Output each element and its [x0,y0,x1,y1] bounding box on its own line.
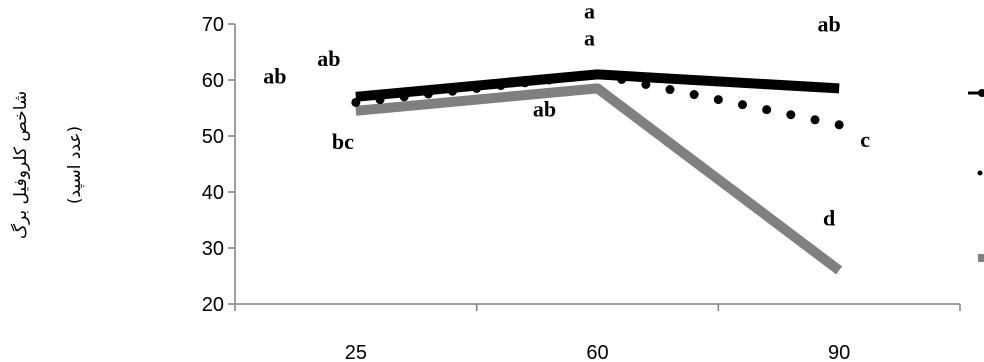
y-tick-label: 30 [202,238,224,260]
series-dotted-point [834,120,844,130]
series-dotted [351,69,844,130]
series-dotted-point [786,110,796,120]
legend-key-dotted [977,170,983,176]
significance-label: a [584,25,595,50]
series-dotted-point [762,105,772,115]
series-dotted-point [399,92,409,102]
significance-label: d [823,205,835,230]
legend [968,89,984,262]
significance-label: c [860,127,870,152]
y-tick-label: 20 [202,294,224,316]
y-axis-title: شاخص کلروفیل برگ (عدد اسپد) [10,91,85,239]
series-dotted-point [520,78,530,88]
series-dotted-point [689,90,699,100]
significance-label: ab [818,11,841,36]
x-tick-label: 60 [586,342,608,362]
y-tick-label: 60 [202,70,224,92]
significance-label: a [584,0,595,23]
y-tick-label: 40 [202,182,224,204]
series-dotted-point [665,85,675,95]
series-dotted-point [496,81,506,91]
series-dotted-point [448,86,457,96]
series-dotted-point [738,100,747,110]
y-axis-label-line-1: شاخص کلروفیل برگ [10,91,31,239]
series-dotted-point [472,83,482,93]
axes: 20 30 40 50 60 70 25 60 90 [202,14,961,362]
significance-label: ab [263,63,286,88]
x-tick-label: 25 [345,342,367,362]
significance-label: ab [317,46,340,71]
series-dotted-point [810,115,820,125]
significance-labels: ab a ab ab a c bc ab d [263,0,870,230]
x-tick-label: 90 [828,342,850,362]
y-tick-label: 50 [202,126,224,148]
series-dotted-point [641,79,651,89]
series-dotted-point [351,97,361,107]
series-layer [351,69,844,275]
series-dotted-point [375,95,385,105]
series-gray-line [355,83,843,275]
series-dotted-point [617,74,627,84]
legend-key-gray [978,254,984,262]
series-dotted-point [544,75,554,85]
y-axis-label-line-2: (عدد اسپد) [65,126,85,204]
series-dotted-point [593,69,602,79]
series-dotted-point [713,95,723,105]
y-tick-label: 70 [202,14,224,36]
series-dotted-point [568,72,578,82]
significance-label: ab [533,96,556,121]
series-dotted-point [423,89,433,99]
significance-label: bc [332,129,354,154]
